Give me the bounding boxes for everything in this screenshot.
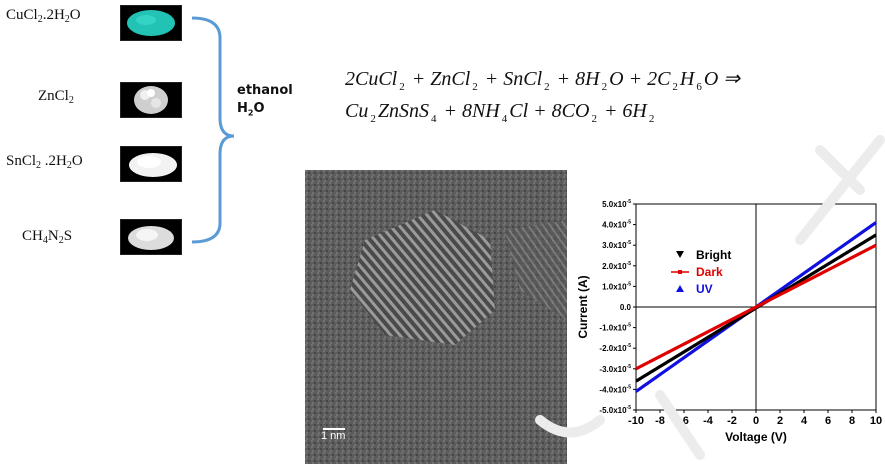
precursor-image-zncl2 xyxy=(120,82,182,118)
reaction-equation-line2: Cu 2 ZnSnS 4 + 8NH 4 Cl + 8CO 2 + 6H 2 xyxy=(345,100,656,125)
equation-term: + 8NH xyxy=(438,100,500,122)
y-tick-label: -1.0x10-5 xyxy=(599,323,631,333)
solvent-water: H2O xyxy=(237,101,265,118)
solvent-ethanol: ethanol xyxy=(237,83,293,98)
precursor-label-thiourea: CH4N2S xyxy=(22,228,73,246)
x-tick-label: 10 xyxy=(870,415,882,427)
equation-term: 2CuCl xyxy=(345,68,398,90)
grouping-brace xyxy=(191,16,235,244)
equation-term: + ZnCl xyxy=(406,68,471,90)
equation-subscript: 2 xyxy=(544,81,550,93)
y-tick-label: -5.0x10-5 xyxy=(599,405,631,415)
y-tick-label: 1.0x10-5 xyxy=(602,281,631,291)
equation-term: + SnCl xyxy=(479,68,543,90)
precursor-label-cucl2: CuCl2.2H2O xyxy=(6,7,81,25)
y-tick-label: -3.0x10-5 xyxy=(599,364,631,374)
precursor-label-zncl2: ZnCl2 xyxy=(38,88,74,106)
y-tick-label: 5.0x10-5 xyxy=(602,199,631,209)
scale-bar-label: 1 nm xyxy=(321,430,346,442)
y-tick-label: 3.0x10-5 xyxy=(602,240,631,250)
x-tick-label: -2 xyxy=(727,415,737,427)
precursor-image-sncl2 xyxy=(120,146,182,182)
y-tick-label: 4.0x10-5 xyxy=(602,220,631,230)
hrtem-image: 1 nm xyxy=(305,170,567,464)
equation-subscript: 2 xyxy=(672,81,678,93)
precursor-image-thiourea xyxy=(120,219,182,255)
series-line-dark xyxy=(635,243,877,371)
equation-subscript: 2 xyxy=(601,81,608,93)
equation-subscript: 6 xyxy=(696,81,702,93)
legend-label-bright: Bright xyxy=(696,248,731,262)
y-tick-label: -2.0x10-5 xyxy=(599,343,631,353)
equation-term: H xyxy=(679,68,695,90)
x-tick-label: 2 xyxy=(777,415,783,427)
y-axis-label: Current (A) xyxy=(576,275,590,338)
equation-subscript: 2 xyxy=(399,81,405,93)
y-tick-label: -4.0x10-5 xyxy=(599,384,631,394)
y-tick-label: 2.0x10-5 xyxy=(602,261,631,271)
hrtem-lattice xyxy=(305,170,567,464)
legend-label-uv: UV xyxy=(696,282,713,296)
precursor-label-sncl2: SnCl2 .2H2O xyxy=(6,153,83,171)
equation-term: + 6H xyxy=(598,100,647,122)
reaction-equation-line1: 2CuCl 2 + ZnCl 2 + SnCl 2 + 8H 2 O + 2C 2 H 6 O ⇒ xyxy=(345,66,740,93)
equation-subscript: 2 xyxy=(472,81,478,93)
equation-term: O + 2C xyxy=(609,68,671,90)
x-axis-label: Voltage (V) xyxy=(725,430,787,444)
equation-term: ZnSnS xyxy=(377,100,429,122)
x-tick-label: -10 xyxy=(628,415,644,427)
precursor-image-cucl2 xyxy=(120,5,182,41)
equation-term: Cl + 8CO xyxy=(509,100,590,122)
equation-term: + 8H xyxy=(551,68,600,90)
equation-term: O ⇒ xyxy=(703,68,741,90)
x-tick-label: -6 xyxy=(679,415,689,427)
iv-chart: 5.0x10-5 4.0x10-5 3.0x10-5 2.0x10-5 1.0x10-5… xyxy=(576,199,882,444)
legend-label-dark: Dark xyxy=(696,265,723,279)
equation-subscript: 2 xyxy=(648,113,655,125)
legend-marker-uv xyxy=(676,285,684,292)
equation-term: Cu xyxy=(345,100,369,122)
x-tick-label: 8 xyxy=(849,415,855,427)
equation-subscript: 4 xyxy=(501,113,508,125)
y-tick-label: 0.0 xyxy=(620,303,632,312)
x-tick-label: -4 xyxy=(703,415,714,427)
x-tick-label: 4 xyxy=(801,415,808,427)
legend-marker-bright xyxy=(676,251,684,258)
legend-marker-dark xyxy=(678,270,682,274)
equation-subscript: 2 xyxy=(370,113,376,125)
x-tick-label: -8 xyxy=(655,415,665,427)
x-tick-label: 6 xyxy=(825,415,831,427)
equation-subscript: 2 xyxy=(591,113,597,125)
equation-subscript: 4 xyxy=(430,113,437,125)
x-tick-label: 0 xyxy=(753,415,759,427)
